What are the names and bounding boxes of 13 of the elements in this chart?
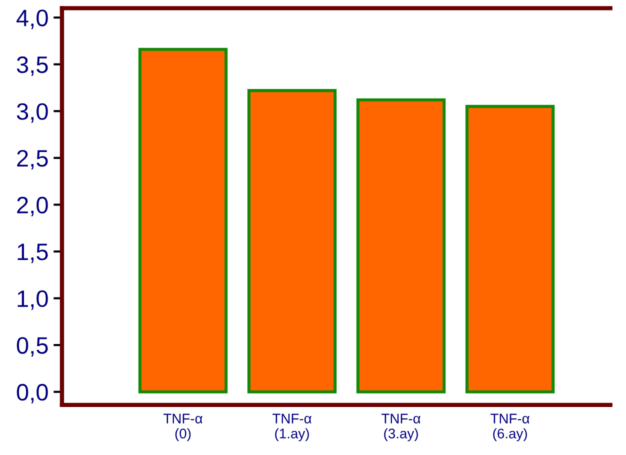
y-tick-label: 1,0 [18, 290, 48, 310]
y-tick-label: 0,5 [16, 337, 48, 357]
x-tick-label: TNF-α (1.ay) [272, 414, 312, 442]
y-tick-label: 3,0 [16, 103, 48, 123]
y-tick-label: 4,0 [16, 10, 48, 30]
y-tick-label: 2,0 [17, 196, 48, 216]
y-tick-label: 3,5 [16, 56, 48, 76]
x-tick-label: TNF-α (0) [163, 414, 202, 442]
y-tick-label: 1,5 [18, 244, 48, 264]
y-tick-label: 2,5 [17, 150, 48, 170]
y-tick-label: 0,0 [16, 384, 48, 404]
x-tick-label: TNF-α (6.ay) [490, 414, 530, 442]
x-tick-label: TNF-α (3.ay) [382, 414, 420, 442]
